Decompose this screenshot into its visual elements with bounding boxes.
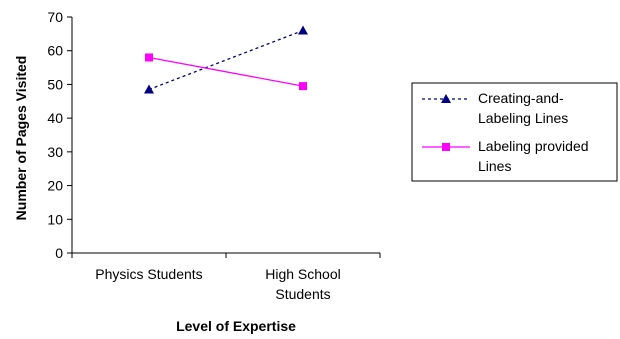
- legend-marker-1: [441, 94, 451, 103]
- data-point-s2-2: [299, 82, 307, 91]
- y-tick-label: 50: [47, 76, 63, 92]
- series-line-2: [148, 56, 304, 87]
- series-layer: [144, 25, 308, 94]
- y-tick-label: 0: [55, 245, 63, 261]
- series-line-1: [148, 29, 304, 91]
- x-tick-label: Physics Students: [95, 266, 202, 282]
- x-axis: Physics Students High School Students: [71, 252, 381, 302]
- legend-marker-2: [442, 143, 450, 151]
- data-point-s1-2: [298, 25, 308, 35]
- legend: Creating-and-Labeling Lines Labeling prov…: [411, 82, 618, 182]
- y-tick-label: 70: [47, 9, 63, 25]
- y-tick-label: 60: [47, 43, 63, 59]
- y-axis: 0 10 20 30 40 50 60 70: [47, 9, 73, 261]
- data-point-s1-1: [144, 84, 154, 94]
- legend-label-1: Creating-and-Labeling Lines: [478, 90, 568, 126]
- y-tick-label: 20: [47, 178, 63, 194]
- legend-label-2: Labeling provided Lines: [478, 138, 589, 174]
- data-point-s2-1: [145, 53, 153, 62]
- y-tick-label: 40: [47, 110, 63, 126]
- x-tick-label: High School Students: [265, 266, 341, 302]
- y-tick-label: 30: [47, 144, 63, 160]
- y-axis-title: Number of Pages Visited: [13, 56, 29, 221]
- x-axis-title: Level of Expertise: [176, 318, 296, 334]
- y-tick-label: 10: [47, 211, 63, 227]
